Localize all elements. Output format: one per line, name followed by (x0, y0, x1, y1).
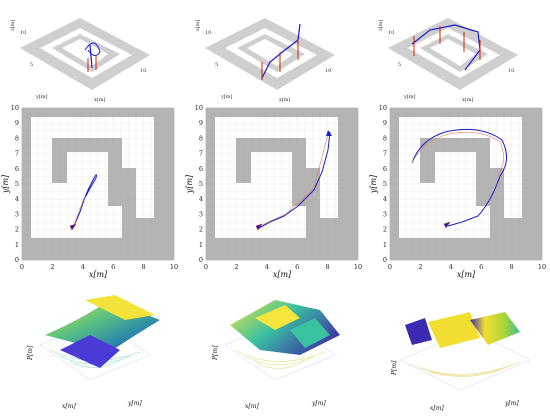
top2-ztick-10: 10 (205, 30, 211, 36)
y-tick-label: 4 (383, 195, 387, 203)
y-tick-label: 0 (383, 256, 387, 264)
y-tick-label: 3 (15, 210, 19, 218)
top2-xlabel: x[m] (279, 97, 291, 103)
bot2-ylabel: y[m] (311, 400, 326, 407)
x-axis-label: x[m] (457, 270, 476, 279)
y-tick-label: 5 (199, 180, 203, 188)
y-tick-label: 1 (199, 241, 203, 249)
y-tick-label: 8 (199, 134, 203, 142)
y-tick-label: 8 (383, 134, 387, 142)
y-tick-label: 9 (383, 119, 387, 127)
x-tick-label: 6 (479, 263, 483, 271)
y-tick-label: 1 (15, 241, 19, 249)
top1-xlabel: x[m] (94, 97, 106, 103)
top3-ytick-5: 5 (398, 62, 401, 68)
top-panel-1: z[m] 10 y[m] x[m] 5 10 (10, 18, 150, 103)
y-tick-label: 7 (15, 150, 19, 158)
x-tick-label: 4 (449, 263, 453, 271)
y-tick-label: 6 (383, 165, 387, 173)
y-tick-label: 9 (15, 119, 19, 127)
x-tick-label: 0 (388, 263, 392, 271)
y-tick-label: 8 (15, 134, 19, 142)
bot1-ylabel: y[m] (127, 400, 142, 407)
top2-ytick-5: 5 (215, 62, 218, 68)
top3-xlabel: x[m] (462, 97, 474, 103)
x-tick-label: 2 (234, 263, 238, 271)
x-tick-label: 8 (326, 263, 330, 271)
bot3-xlabel: x[m] (430, 405, 444, 412)
y-axis-label: y[m] (369, 174, 378, 194)
y-axis-label: y[m] (185, 174, 194, 194)
x-tick-label: 10 (538, 263, 546, 271)
y-tick-label: 4 (15, 195, 19, 203)
y-tick-label: 2 (383, 226, 387, 234)
top-panel-2: z[m] 10 y[m] x[m] 5 10 (195, 18, 335, 103)
bot-panel-3: P[m] x[m] y[m] (391, 312, 531, 412)
x-tick-label: 4 (81, 263, 85, 271)
y-tick-label: 10 (11, 104, 19, 112)
bot1-xlabel: x[m] (62, 403, 76, 410)
x-tick-label: 8 (142, 263, 146, 271)
top-panel-3: z[m] 10 y[m] x[m] 5 10 (378, 18, 518, 103)
bot3-ylabel: y[m] (504, 400, 519, 407)
bot2-xlabel: x[m] (245, 403, 259, 410)
x-tick-label: 0 (20, 263, 24, 271)
bot-panel-1: P[m] x[m] y[m] (27, 295, 160, 410)
mid-panel-2 (205, 107, 359, 261)
y-tick-label: 9 (199, 119, 203, 127)
y-tick-label: 5 (15, 180, 19, 188)
y-tick-label: 6 (199, 165, 203, 173)
y-tick-label: 2 (199, 226, 203, 234)
x-tick-label: 2 (50, 263, 54, 271)
x-tick-label: 8 (510, 263, 514, 271)
bot1-zlabel: P[m] (27, 345, 34, 361)
y-tick-label: 2 (15, 226, 19, 234)
bot3-zlabel: P[m] (391, 360, 398, 376)
mid-panel-3 (389, 107, 543, 261)
y-tick-label: 0 (199, 256, 203, 264)
y-tick-label: 10 (379, 104, 387, 112)
x-axis-label: x[m] (89, 270, 108, 279)
y-tick-label: 0 (15, 256, 19, 264)
y-tick-label: 3 (199, 210, 203, 218)
top2-ylabel: y[m] (220, 94, 233, 100)
y-tick-label: 6 (15, 165, 19, 173)
top3-xtick-10: 10 (508, 68, 514, 74)
top1-zlabel: z[m] (10, 20, 16, 31)
x-tick-label: 10 (354, 263, 362, 271)
top2-zlabel: z[m] (195, 20, 201, 31)
y-axis-label: y[m] (1, 174, 10, 194)
y-tick-label: 10 (195, 104, 203, 112)
y-tick-label: 7 (383, 150, 387, 158)
top1-ztick-10: 10 (20, 30, 26, 36)
y-tick-label: 7 (199, 150, 203, 158)
top3-zlabel: z[m] (378, 20, 384, 31)
y-tick-label: 5 (383, 180, 387, 188)
x-axis-label: x[m] (273, 270, 292, 279)
top2-xtick-10: 10 (325, 68, 331, 74)
mid-panel-1 (21, 107, 175, 261)
top3-ztick-10: 10 (388, 30, 394, 36)
x-tick-label: 6 (295, 263, 299, 271)
top3-ylabel: y[m] (403, 94, 416, 100)
top1-xtick-10: 10 (140, 68, 146, 74)
y-tick-label: 1 (383, 241, 387, 249)
x-tick-label: 6 (111, 263, 115, 271)
top1-ylabel: y[m] (35, 94, 48, 100)
bot2-zlabel: P[m] (212, 345, 219, 361)
top1-ytick-5: 5 (30, 62, 33, 68)
x-tick-label: 2 (418, 263, 422, 271)
x-tick-label: 10 (170, 263, 178, 271)
bot-panel-2: P[m] x[m] y[m] (212, 300, 340, 410)
y-tick-label: 4 (199, 195, 203, 203)
x-tick-label: 0 (204, 263, 208, 271)
y-tick-label: 3 (383, 210, 387, 218)
x-tick-label: 4 (265, 263, 269, 271)
